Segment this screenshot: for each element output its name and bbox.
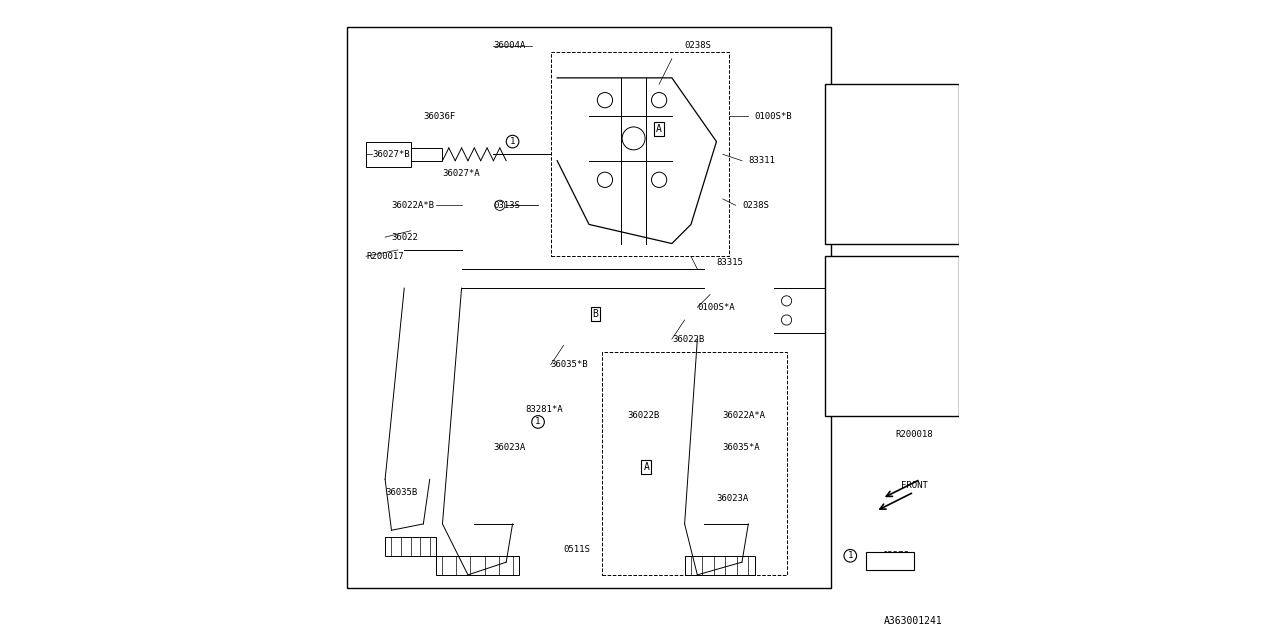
Bar bbox=[347, 27, 831, 588]
Text: A: A bbox=[644, 461, 649, 472]
Text: 1: 1 bbox=[847, 551, 852, 560]
Text: 36022B: 36022B bbox=[627, 411, 659, 420]
Text: 36023A: 36023A bbox=[493, 443, 526, 452]
Text: 36004A: 36004A bbox=[493, 42, 526, 51]
Text: 1: 1 bbox=[509, 137, 516, 146]
Text: 83311: 83311 bbox=[749, 156, 776, 165]
Polygon shape bbox=[876, 91, 901, 116]
Polygon shape bbox=[366, 141, 411, 167]
Text: 36022: 36022 bbox=[392, 233, 419, 242]
Text: 0227S: 0227S bbox=[882, 551, 909, 560]
Text: 36022B: 36022B bbox=[672, 335, 704, 344]
Text: 0313S: 0313S bbox=[493, 201, 520, 210]
Bar bbox=[824, 84, 959, 244]
Text: 36035*A: 36035*A bbox=[723, 443, 760, 452]
Text: 36035*B: 36035*B bbox=[550, 360, 589, 369]
Text: A: A bbox=[657, 124, 662, 134]
Polygon shape bbox=[901, 97, 920, 109]
Text: 36027*B: 36027*B bbox=[372, 150, 410, 159]
Text: 36022A*A: 36022A*A bbox=[723, 411, 765, 420]
Text: 36022A*B: 36022A*B bbox=[392, 201, 434, 210]
Text: 0100S*A: 0100S*A bbox=[698, 303, 735, 312]
Text: 36027*A: 36027*A bbox=[443, 169, 480, 178]
Text: 36022: 36022 bbox=[850, 367, 877, 376]
Text: 36022A*A: 36022A*A bbox=[824, 264, 868, 273]
Bar bbox=[867, 552, 914, 570]
Text: 36036F: 36036F bbox=[424, 111, 456, 120]
Text: A363001241: A363001241 bbox=[884, 616, 942, 626]
Text: 36085A: 36085A bbox=[876, 335, 908, 344]
Text: 0238S: 0238S bbox=[685, 42, 712, 51]
Polygon shape bbox=[685, 556, 755, 575]
Text: 0100S*B: 0100S*B bbox=[755, 111, 792, 120]
Text: 83281*B: 83281*B bbox=[901, 175, 940, 184]
Text: R200018: R200018 bbox=[895, 430, 933, 439]
Text: 1: 1 bbox=[890, 140, 895, 149]
Polygon shape bbox=[411, 148, 443, 161]
Text: R200017: R200017 bbox=[366, 252, 403, 260]
Polygon shape bbox=[851, 409, 860, 415]
Text: 36023A: 36023A bbox=[717, 494, 749, 503]
Bar bbox=[824, 256, 959, 415]
Text: 0100S*B: 0100S*B bbox=[895, 392, 933, 401]
Text: FRONT: FRONT bbox=[901, 481, 928, 490]
Text: 36035B: 36035B bbox=[385, 488, 417, 497]
Text: 0238S: 0238S bbox=[742, 201, 769, 210]
Text: 0511S: 0511S bbox=[563, 545, 590, 554]
Polygon shape bbox=[436, 556, 518, 575]
Text: B: B bbox=[841, 99, 847, 108]
Text: 83315: 83315 bbox=[717, 258, 744, 267]
Text: 83281*A: 83281*A bbox=[525, 404, 563, 413]
Text: 1: 1 bbox=[535, 417, 540, 426]
Text: 1: 1 bbox=[886, 143, 891, 152]
Polygon shape bbox=[385, 537, 436, 556]
Text: B: B bbox=[593, 308, 598, 319]
